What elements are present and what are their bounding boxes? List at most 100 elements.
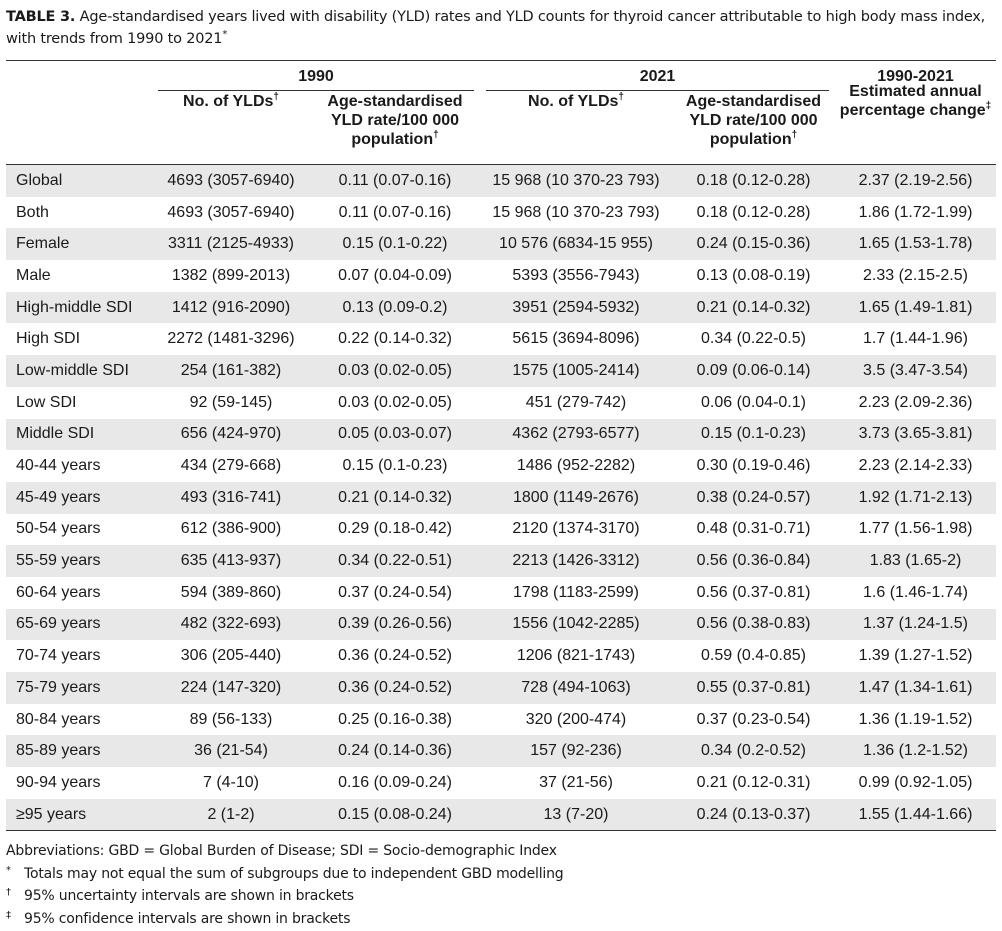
table-row: Middle SDI 656 (424-970) 0.05 (0.03-0.07) 4… [6, 418, 996, 451]
table-cell: 0.36 (0.24-0.52) [338, 647, 452, 665]
table-cell: 0.03 (0.02-0.05) [338, 361, 452, 379]
table-cell: 92 (59-145) [189, 393, 273, 411]
table-cell: 0.48 (0.31-0.71) [696, 520, 811, 538]
row-label: 80-84 years [16, 710, 101, 728]
row-label: 90-94 years [16, 773, 101, 791]
table-cell: 0.15 (0.1-0.22) [342, 235, 448, 253]
table-cell: 0.56 (0.38-0.83) [696, 615, 811, 633]
table-cell: 0.39 (0.26-0.56) [338, 615, 452, 633]
group-header: 1990-2021 [835, 61, 996, 92]
table-cell: 0.06 (0.04-0.1) [701, 393, 806, 411]
table-cell: 1.55 (1.44-1.66) [858, 805, 973, 823]
table-cell: 2 (1-2) [207, 805, 255, 823]
table-cell: 635 (413-937) [180, 552, 282, 570]
table-cell: 594 (389-860) [180, 583, 282, 601]
footnote-mark: ‡ [6, 909, 11, 921]
table-row: 60-64 years 594 (389-860) 0.37 (0.24-0.54)… [6, 577, 996, 609]
table-cell: 1412 (916-2090) [171, 298, 291, 316]
table-cell: 2272 (1481-3296) [167, 330, 295, 348]
table-cell: 36 (21-54) [194, 742, 268, 760]
row-label: ≥95 years [16, 805, 87, 823]
title-mark: * [222, 29, 228, 41]
table-row: 55-59 years 635 (413-937) 0.34 (0.22-0.51)… [6, 545, 996, 577]
row-label: Global [16, 171, 63, 189]
title-text: Age-standardised years lived with disabi… [6, 9, 986, 47]
table-head: 1990 2021 1990-2021 No. of YLDs† Age-stan… [6, 60, 996, 165]
table-cell: 1.37 (1.24-1.5) [863, 615, 968, 633]
table-row: 85-89 years 36 (21-54) 0.24 (0.14-0.36) 157… [6, 735, 996, 768]
row-label: 40-44 years [16, 457, 101, 475]
table-cell: 0.59 (0.4-0.85) [701, 647, 806, 665]
table-cell: 0.55 (0.37-0.81) [696, 678, 811, 696]
table-row: 70-74 years 306 (205-440) 0.36 (0.24-0.52)… [6, 640, 996, 672]
row-label: 85-89 years [16, 742, 101, 760]
table-cell: 0.37 (0.24-0.54) [338, 583, 452, 601]
table-cell: 1.65 (1.53-1.78) [858, 235, 973, 253]
table-row: Low-middle SDI 254 (161-382) 0.03 (0.02-0.… [6, 355, 996, 387]
row-label: 75-79 years [16, 678, 101, 696]
table-cell: 320 (200-474) [525, 710, 627, 728]
table-cell: 493 (316-741) [180, 488, 282, 506]
table-row: High-middle SDI 1412 (916-2090) 0.13 (0.09… [6, 291, 996, 324]
table-cell: 1.7 (1.44-1.96) [863, 330, 968, 348]
column-header-text: Estimated annual percentage change [839, 83, 986, 119]
table-cell: 7 (4-10) [202, 773, 260, 791]
table-cell: 0.13 (0.08-0.19) [696, 266, 811, 284]
column-header-mark: † [433, 129, 439, 141]
table-cell: 0.34 (0.22-0.5) [701, 330, 806, 348]
table-cell: 3951 (2594-5932) [512, 298, 640, 316]
table-cell: 4693 (3057-6940) [167, 203, 295, 221]
table-cell: 306 (205-440) [180, 647, 282, 665]
table-cell: 2.33 (2.15-2.5) [863, 266, 968, 284]
row-label: Middle SDI [16, 425, 95, 443]
table-row: 80-84 years 89 (56-133) 0.25 (0.16-0.38) 32… [6, 704, 996, 736]
data-table: 1990 2021 1990-2021 No. of YLDs† Age-stan… [6, 60, 996, 831]
table-row: Both 4693 (3057-6940) 0.11 (0.07-0.16) 15 9… [6, 197, 996, 229]
table-cell: 0.18 (0.12-0.28) [696, 171, 811, 189]
table-cell: 1.6 (1.46-1.74) [863, 583, 968, 601]
footnotes: Abbreviations: GBD = Global Burden of Di… [6, 840, 564, 930]
table-cell: 224 (147-320) [180, 678, 282, 696]
footnote-text: 95% confidence intervals are shown in br… [24, 910, 351, 927]
column-header-mark: † [273, 91, 279, 103]
column-header-mark: † [618, 91, 624, 103]
table-cell: 0.05 (0.03-0.07) [338, 425, 452, 443]
column-header: Age-standardised YLD rate/100 000 popula… [310, 91, 480, 165]
row-label: 50-54 years [16, 520, 101, 538]
table-cell: 1.47 (1.34-1.61) [858, 678, 973, 696]
table-cell: 0.38 (0.24-0.57) [696, 488, 811, 506]
table-cell: 1.83 (1.65-2) [869, 552, 962, 570]
table-cell: 1.65 (1.49-1.81) [858, 298, 973, 316]
table-cell: 656 (424-970) [180, 425, 282, 443]
column-header-mark: † [791, 129, 798, 141]
table-cell: 0.16 (0.09-0.24) [338, 773, 452, 791]
table-cell: 1382 (899-2013) [171, 266, 291, 284]
table-row: Female 3311 (2125-4933) 0.15 (0.1-0.22) 10 … [6, 228, 996, 261]
table-cell: 3.73 (3.65-3.81) [858, 425, 973, 443]
table-cell: 0.37 (0.23-0.54) [696, 710, 811, 728]
table-cell: 0.21 (0.14-0.32) [338, 488, 452, 506]
title-label: TABLE 3. [6, 9, 76, 25]
table-cell: 482 (322-693) [180, 615, 282, 633]
table-cell: 10 576 (6834-15 955) [499, 235, 653, 253]
footnote-text: Totals may not equal the sum of subgroup… [24, 865, 564, 882]
footnote-text: 95% uncertainty intervals are shown in b… [24, 888, 354, 904]
table-cell: 451 (279-742) [525, 393, 627, 411]
table-cell: 0.25 (0.16-0.38) [338, 710, 452, 728]
table-row: Global 4693 (3057-6940) 0.11 (0.07-0.16) 15… [6, 164, 996, 197]
table-cell: 434 (279-668) [180, 457, 282, 475]
table-cell: 0.21 (0.14-0.32) [696, 298, 811, 316]
table-cell: 0.34 (0.22-0.51) [338, 552, 452, 570]
table-row: Low SDI 92 (59-145) 0.03 (0.02-0.05) 451 (2… [6, 387, 996, 419]
table-cell: 3311 (2125-4933) [167, 235, 295, 253]
table-cell: 612 (386-900) [180, 520, 282, 538]
table-cell: 0.03 (0.02-0.05) [338, 393, 452, 411]
table-cell: 1800 (1149-2676) [512, 488, 640, 506]
corner [6, 91, 152, 165]
table-row: 45-49 years 493 (316-741) 0.21 (0.14-0.32)… [6, 481, 996, 514]
table-cell: 0.15 (0.1-0.23) [342, 457, 448, 475]
table-cell: 1206 (821-1743) [516, 647, 636, 665]
table-cell: 1.36 (1.2-1.52) [863, 742, 968, 760]
row-label: Low SDI [16, 393, 77, 411]
